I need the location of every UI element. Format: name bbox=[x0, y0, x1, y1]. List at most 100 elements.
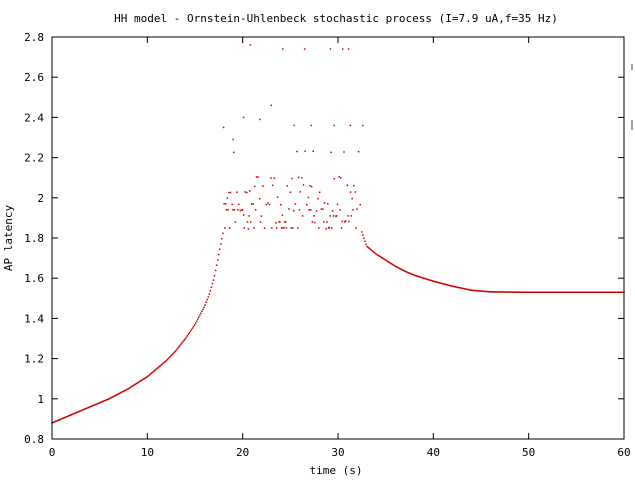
data-point bbox=[249, 44, 252, 46]
data-point bbox=[397, 267, 400, 269]
data-point bbox=[530, 291, 533, 294]
x-axis-label: time (s) bbox=[310, 464, 363, 477]
data-point bbox=[104, 399, 107, 402]
data-point bbox=[172, 352, 175, 354]
data-point bbox=[584, 291, 586, 294]
data-point bbox=[546, 291, 549, 294]
data-point bbox=[439, 282, 442, 284]
data-point bbox=[322, 208, 324, 210]
data-point bbox=[351, 197, 353, 200]
data-point bbox=[222, 232, 224, 235]
data-point bbox=[210, 286, 213, 288]
data-point bbox=[338, 176, 340, 178]
data-point bbox=[408, 272, 410, 274]
data-point bbox=[583, 291, 585, 294]
data-point bbox=[362, 124, 364, 127]
data-point bbox=[372, 251, 375, 253]
data-point bbox=[130, 385, 133, 388]
x-tick-label: 60 bbox=[617, 446, 630, 459]
data-point bbox=[65, 415, 68, 418]
data-point bbox=[464, 288, 467, 290]
data-point bbox=[101, 400, 104, 403]
data-point bbox=[111, 396, 113, 399]
data-point bbox=[302, 184, 305, 186]
data-point bbox=[216, 259, 219, 261]
data-point bbox=[543, 291, 546, 294]
data-point bbox=[463, 288, 466, 290]
data-point bbox=[281, 214, 284, 217]
data-point bbox=[368, 247, 370, 249]
data-point bbox=[385, 259, 387, 262]
data-point bbox=[232, 209, 234, 211]
data-point bbox=[233, 209, 236, 211]
data-point bbox=[267, 202, 269, 204]
data-point bbox=[435, 281, 438, 283]
data-point bbox=[276, 196, 279, 198]
data-point bbox=[538, 291, 540, 294]
data-point bbox=[363, 237, 365, 239]
data-point bbox=[444, 283, 447, 286]
data-point bbox=[232, 138, 234, 141]
data-point bbox=[188, 331, 191, 334]
y-axis-label: AP latency bbox=[2, 205, 15, 272]
data-point bbox=[339, 209, 341, 211]
data-point bbox=[242, 214, 245, 216]
data-point bbox=[333, 124, 335, 127]
data-point bbox=[471, 289, 473, 292]
data-point bbox=[275, 222, 277, 224]
data-point bbox=[194, 322, 197, 324]
data-point bbox=[348, 220, 350, 223]
data-point bbox=[622, 291, 624, 294]
data-point bbox=[567, 291, 570, 294]
data-point bbox=[494, 291, 496, 293]
data-point bbox=[449, 284, 451, 287]
data-point bbox=[400, 268, 403, 271]
data-point bbox=[453, 285, 455, 288]
data-point bbox=[248, 215, 250, 217]
data-point bbox=[364, 240, 366, 243]
data-point bbox=[456, 286, 459, 289]
data-point bbox=[185, 336, 187, 339]
data-point bbox=[483, 290, 486, 293]
data-point bbox=[498, 291, 500, 293]
data-point bbox=[173, 351, 176, 353]
data-point bbox=[135, 383, 137, 385]
data-point bbox=[66, 415, 69, 418]
data-point bbox=[513, 291, 515, 293]
data-point bbox=[595, 291, 598, 294]
data-point bbox=[336, 203, 339, 206]
data-point bbox=[340, 227, 343, 229]
data-point bbox=[221, 237, 223, 240]
data-point bbox=[271, 227, 273, 229]
data-point bbox=[174, 350, 177, 352]
data-point bbox=[113, 395, 115, 398]
data-point bbox=[610, 291, 613, 294]
data-point bbox=[425, 278, 427, 280]
data-point bbox=[575, 291, 577, 294]
data-point bbox=[154, 369, 156, 372]
data-point bbox=[231, 203, 233, 206]
data-point bbox=[386, 260, 388, 262]
data-point bbox=[451, 285, 453, 287]
data-point bbox=[68, 415, 70, 417]
data-point bbox=[89, 406, 91, 408]
data-point bbox=[429, 279, 431, 281]
data-point bbox=[329, 215, 331, 217]
data-point bbox=[219, 248, 221, 251]
data-point bbox=[426, 278, 428, 280]
data-point bbox=[120, 391, 122, 394]
data-point bbox=[72, 413, 74, 415]
data-point bbox=[592, 291, 595, 294]
data-point bbox=[536, 291, 538, 294]
data-point bbox=[292, 227, 294, 229]
data-point bbox=[143, 377, 146, 380]
data-point bbox=[60, 418, 63, 420]
data-point bbox=[228, 227, 231, 229]
y-tick-label: 2.6 bbox=[24, 71, 44, 84]
data-point bbox=[406, 271, 408, 273]
data-point bbox=[99, 401, 101, 404]
data-point bbox=[178, 346, 180, 348]
data-point bbox=[307, 196, 310, 199]
data-point bbox=[100, 401, 103, 403]
data-point bbox=[207, 296, 209, 298]
